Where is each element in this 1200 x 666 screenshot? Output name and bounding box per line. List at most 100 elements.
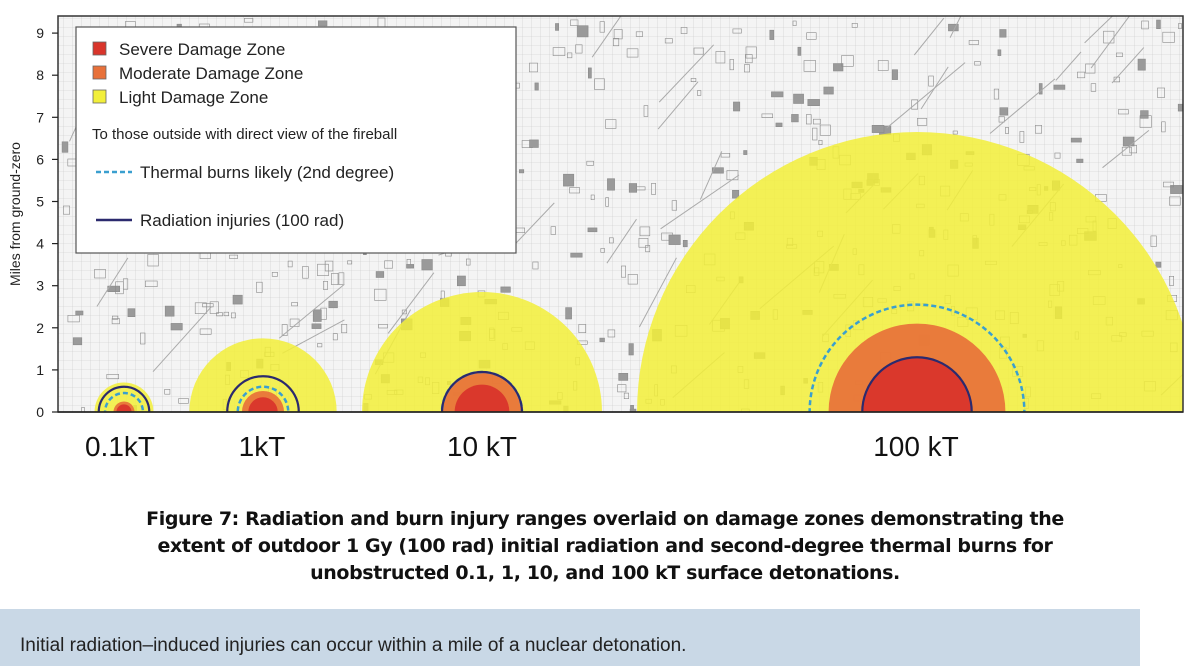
map-block — [805, 114, 812, 125]
map-block — [1157, 87, 1165, 98]
map-block — [594, 78, 605, 90]
map-block — [332, 333, 338, 341]
map-block — [518, 169, 525, 174]
map-block — [618, 372, 629, 381]
caption-line-1: Figure 7: Radiation and burn injury rang… — [146, 508, 1064, 530]
map-block — [1169, 275, 1175, 286]
map-road — [989, 78, 1056, 134]
severe-damage-zone — [862, 357, 972, 412]
x-labels: 0.1kT 1kT 10 kT 100 kT — [85, 431, 959, 462]
map-road — [699, 151, 723, 200]
map-block — [612, 38, 620, 47]
map-block — [715, 51, 726, 64]
map-block — [607, 329, 616, 338]
legend-swatch-severe — [92, 41, 107, 56]
map-block — [534, 82, 539, 91]
map-road — [638, 257, 677, 328]
map-block — [819, 124, 831, 136]
map-block — [567, 52, 573, 59]
map-block — [194, 302, 207, 314]
map-block — [1161, 121, 1166, 133]
map-block — [791, 114, 799, 123]
map-block — [743, 150, 748, 155]
caption-line-3: unobstructed 0.1, 1, 10, and 100 kT surf… — [310, 562, 900, 584]
map-block — [550, 226, 556, 235]
y-axis: 0 1 2 3 4 5 6 7 8 9 — [36, 25, 58, 420]
map-block — [745, 46, 757, 59]
map-block — [771, 91, 784, 98]
map-block — [628, 183, 638, 193]
map-block — [645, 245, 651, 253]
map-block — [271, 271, 278, 277]
map-block — [1019, 131, 1025, 143]
map-road — [660, 174, 740, 230]
legend-subheading: To those outside with direct view of the… — [92, 126, 397, 143]
yield-label: 100 kT — [873, 431, 959, 462]
map-block — [806, 32, 817, 40]
map-block — [911, 99, 918, 110]
map-block — [223, 311, 229, 317]
map-block — [1038, 83, 1043, 95]
map-block — [664, 38, 673, 44]
map-block — [823, 86, 834, 95]
map-block — [94, 269, 106, 279]
map-block — [75, 310, 84, 316]
map-block — [998, 116, 1005, 123]
map-block — [627, 274, 638, 285]
light-damage-zone — [94, 382, 154, 412]
map-block — [81, 407, 86, 412]
map-block — [651, 183, 656, 195]
damage-zone-chart: 0 1 2 3 4 5 6 7 8 9 Miles from ground-zero 0.1kT 1… — [7, 15, 1184, 462]
summary-banner: Initial radiation–induced injuries can o… — [0, 609, 1140, 666]
map-block — [974, 61, 981, 66]
map-block — [1116, 52, 1123, 58]
map-block — [577, 25, 589, 38]
legend-label-light: Light Damage Zone — [119, 88, 268, 107]
map-block — [199, 328, 212, 335]
map-block — [729, 59, 734, 71]
map-road — [1090, 16, 1131, 69]
plot-area — [58, 16, 1183, 412]
map-block — [406, 264, 414, 269]
map-block — [578, 324, 587, 333]
map-block — [671, 200, 677, 211]
map-block — [317, 263, 329, 277]
map-block — [999, 29, 1007, 38]
legend-label-moderate: Moderate Damage Zone — [119, 64, 303, 83]
map-block — [968, 40, 979, 45]
map-block — [532, 261, 539, 270]
map-block — [328, 300, 338, 309]
map-block — [570, 252, 583, 258]
map-block — [993, 88, 1000, 100]
figure-caption: Figure 7: Radiation and burn injury rang… — [40, 506, 1170, 587]
map-block — [575, 44, 583, 54]
map-block — [1156, 19, 1161, 29]
y-axis-label: Miles from ground-zero — [7, 142, 23, 286]
map-block — [743, 64, 750, 73]
radiation-injury-boundary — [440, 370, 524, 412]
map-block — [106, 374, 120, 380]
y-tick-label: 6 — [36, 151, 44, 167]
map-block — [803, 60, 816, 72]
map-block — [761, 113, 774, 119]
map-road — [1111, 47, 1145, 84]
map-block — [147, 254, 159, 267]
map-block — [607, 178, 615, 191]
map-block — [608, 237, 614, 244]
map-block — [1178, 23, 1182, 29]
map-block — [605, 197, 609, 207]
map-block — [1137, 58, 1146, 71]
map-block — [1169, 196, 1181, 206]
map-block — [341, 323, 348, 334]
map-block — [61, 141, 69, 153]
map-block — [1141, 20, 1149, 30]
map-block — [289, 318, 300, 327]
map-block — [178, 398, 189, 404]
map-block — [331, 272, 339, 285]
map-road — [886, 62, 966, 129]
map-block — [587, 67, 592, 79]
light-damage-zone — [362, 292, 602, 412]
map-block — [586, 160, 594, 166]
map-block — [1005, 127, 1009, 134]
map-block — [1090, 83, 1097, 92]
